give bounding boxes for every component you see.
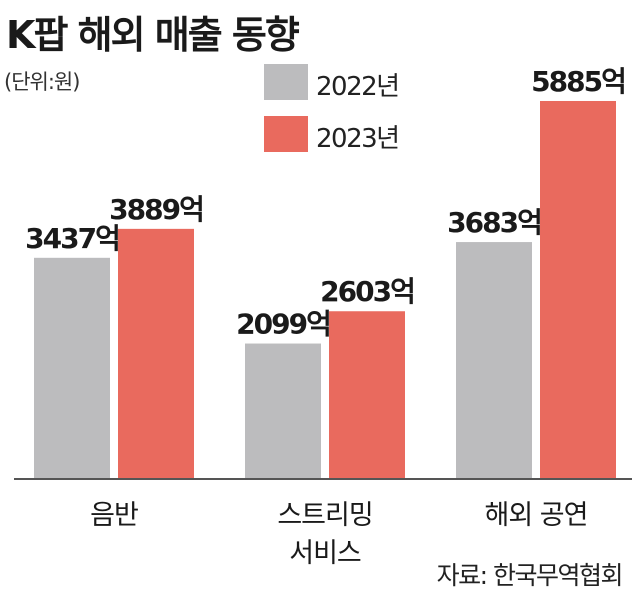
data-label-2022-cat0: 3437억: [25, 222, 119, 255]
legend-swatch-2023: [264, 116, 308, 152]
data-label-2023-cat2: 5885억: [531, 65, 625, 98]
bar-2023-cat0: [118, 228, 194, 478]
data-label-2023-cat1: 2603억: [320, 275, 414, 308]
bar-2023-cat1: [329, 311, 405, 478]
data-label-2022-cat2: 3683억: [447, 206, 541, 239]
category-label-1-line1: 서비스: [289, 538, 361, 569]
chart-title: K팝 해외 매출 동향: [6, 13, 300, 57]
legend-swatch-2022: [264, 64, 308, 100]
data-label-2022-cat1: 2099억: [236, 308, 330, 341]
data-label-2023-cat0: 3889억: [109, 193, 203, 226]
bar-2022-cat2: [456, 242, 532, 478]
unit-label: (단위:원): [4, 70, 80, 94]
bar-2022-cat0: [34, 257, 110, 478]
legend-label-2023: 2023년: [316, 124, 400, 154]
category-label-1-line0: 스트리밍: [277, 500, 372, 531]
legend-label-2022: 2022년: [316, 72, 400, 102]
bar-2023-cat2: [540, 100, 616, 478]
bar-2022-cat1: [245, 343, 321, 478]
category-label-2-line0: 해외 공연: [485, 500, 588, 531]
source-note: 자료: 한국무역협회: [436, 561, 624, 590]
category-label-0-line0: 음반: [90, 500, 138, 531]
